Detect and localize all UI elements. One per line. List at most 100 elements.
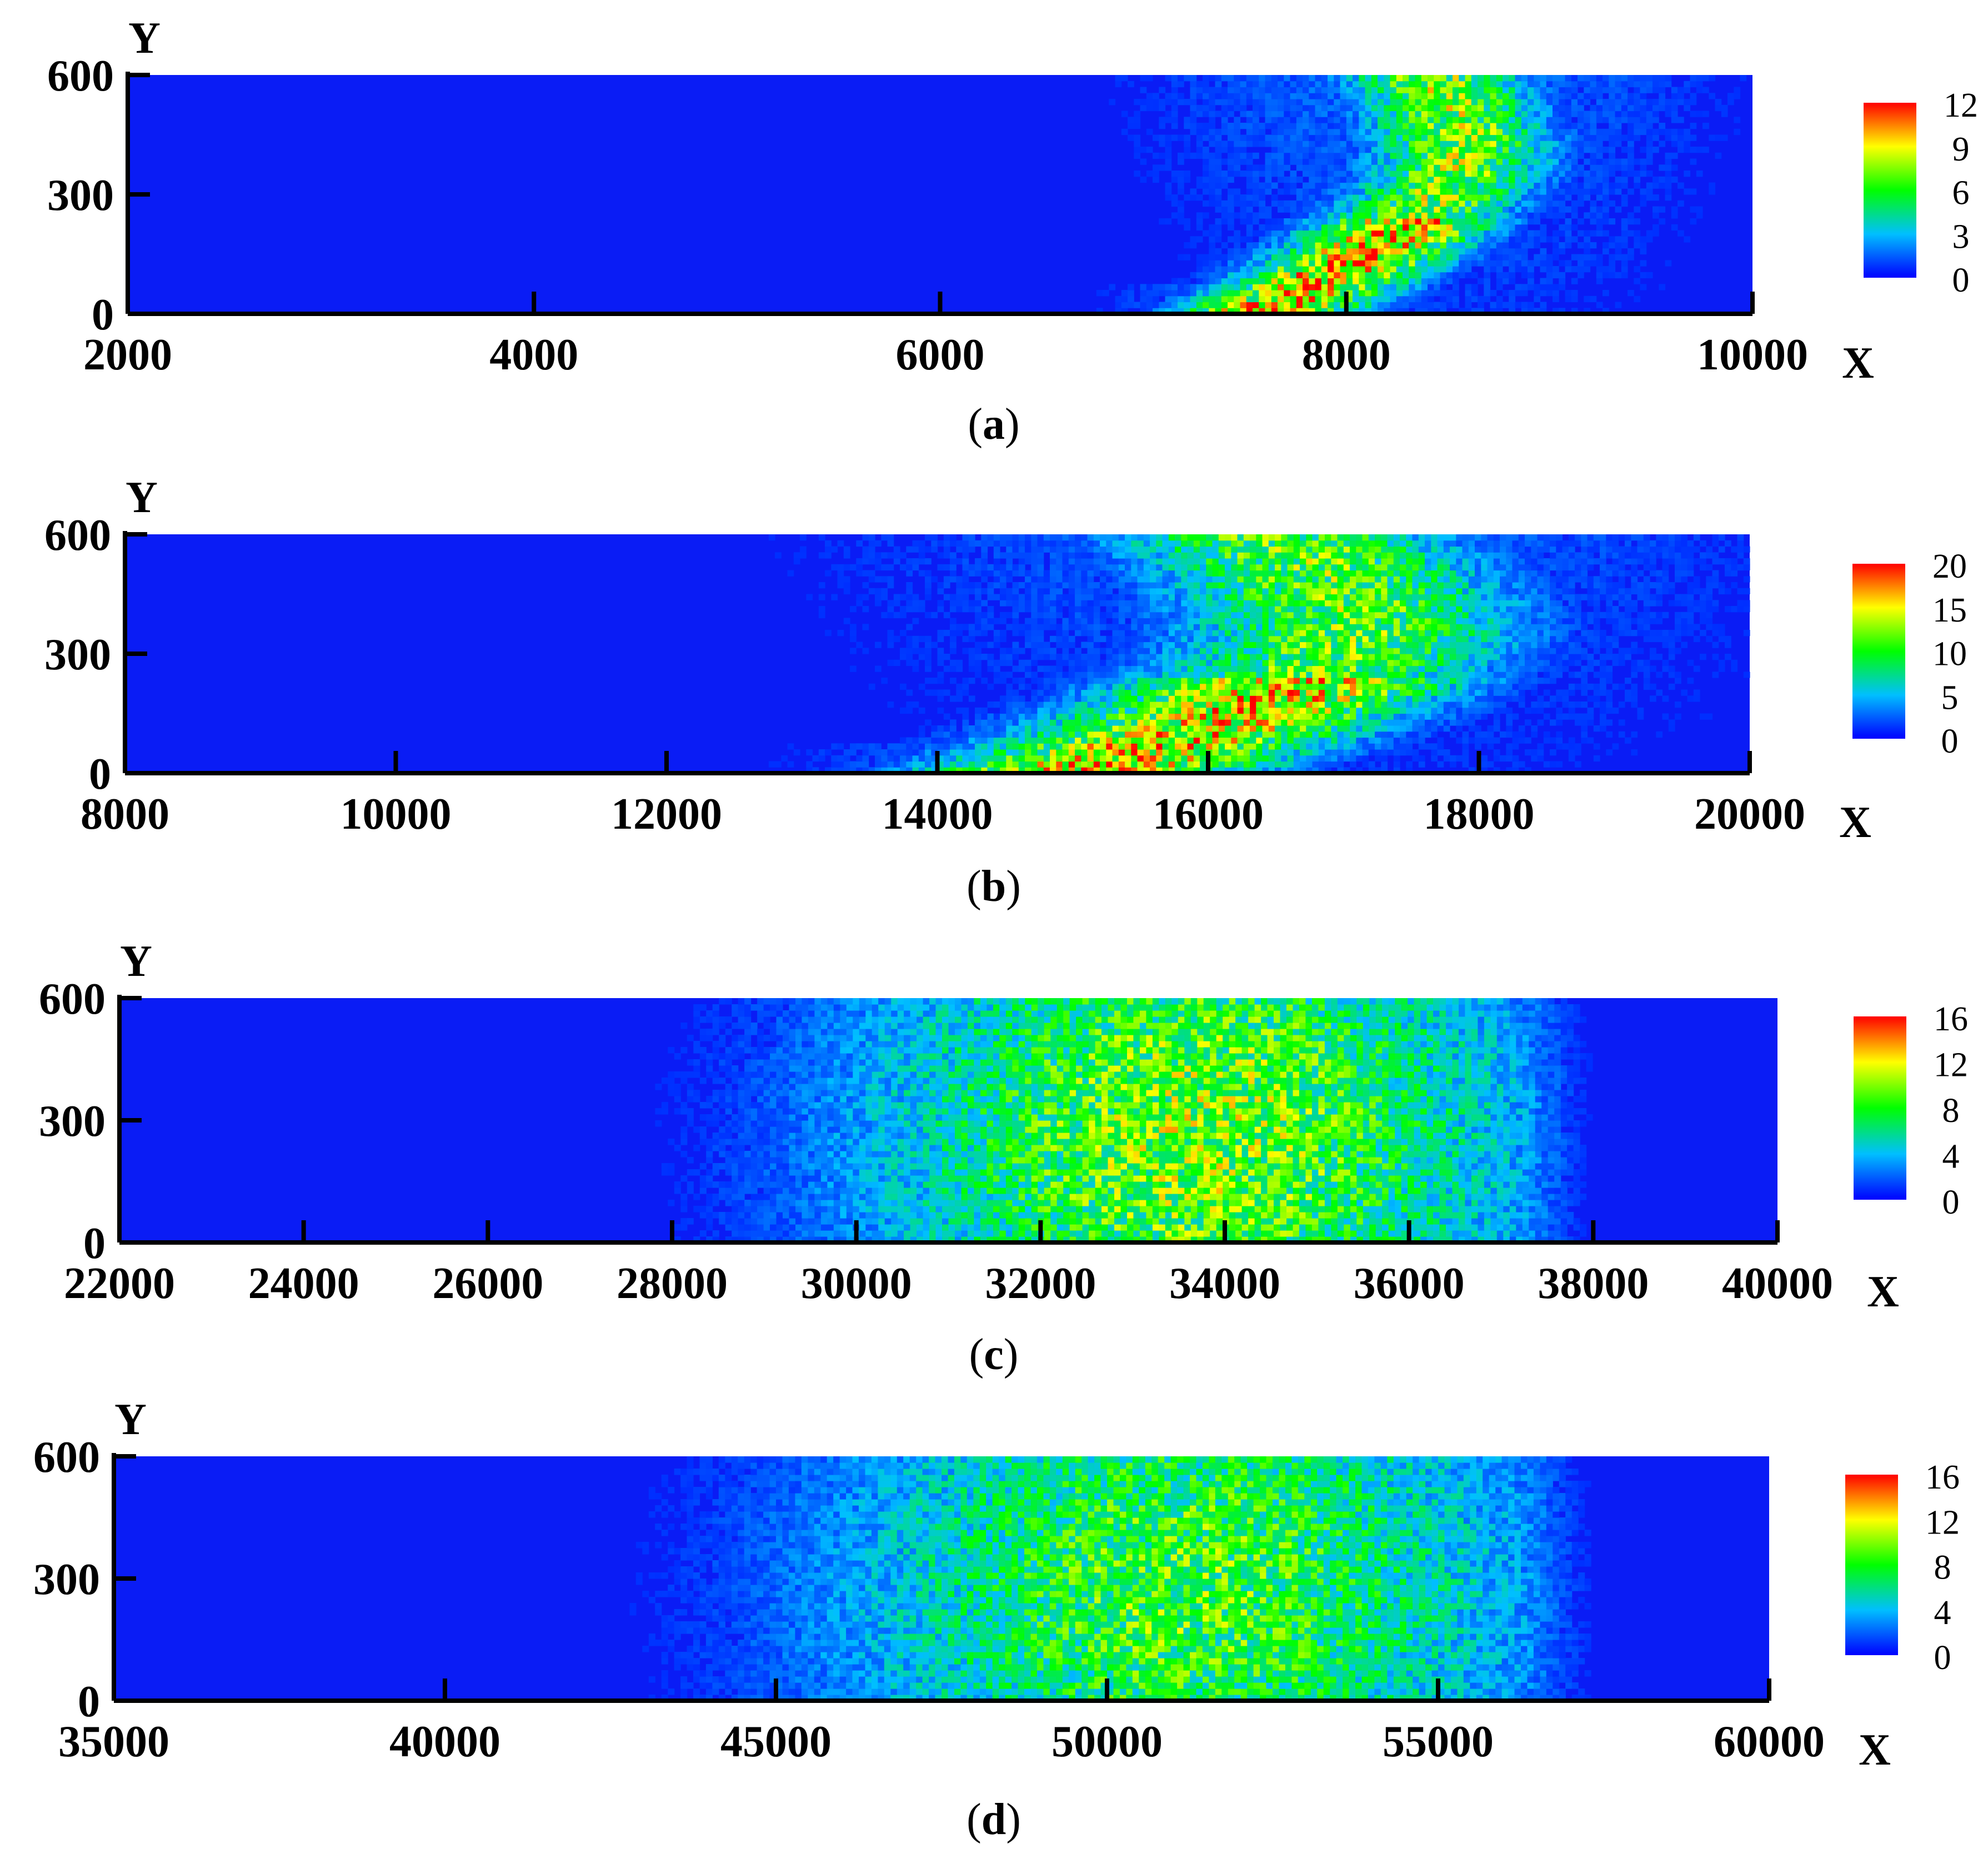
heatmap-cell: [1421, 272, 1428, 279]
heatmap-cell: [937, 672, 944, 678]
heatmap-cell: [1043, 713, 1050, 720]
heatmap-cell: [1175, 695, 1181, 702]
heatmap-cell: [1328, 242, 1334, 249]
heatmap-cell: [1240, 147, 1247, 153]
heatmap-cell: [1628, 147, 1634, 153]
heatmap-cell: [1500, 701, 1506, 708]
heatmap-cell: [1312, 767, 1319, 774]
heatmap-cell: [1318, 654, 1325, 660]
heatmap-cell: [1165, 75, 1172, 82]
heatmap-cell: [1400, 678, 1406, 684]
heatmap-cell: [1068, 678, 1075, 684]
heatmap-cell: [1228, 164, 1234, 171]
heatmap-cell: [1484, 290, 1491, 297]
heatmap-cell: [1531, 672, 1538, 678]
heatmap-cell: [1646, 111, 1653, 117]
heatmap-cell: [1100, 659, 1106, 667]
heatmap-cell: [1284, 295, 1291, 303]
heatmap-cell: [1228, 290, 1234, 297]
heatmap-cell: [1609, 188, 1616, 195]
heatmap-cell: [1321, 278, 1328, 284]
heatmap-cell: [1303, 266, 1309, 273]
heatmap-cell: [1453, 111, 1459, 117]
heatmap-cell: [1453, 141, 1459, 147]
heatmap-cell: [1384, 188, 1391, 195]
heatmap-cell: [1225, 713, 1231, 720]
heatmap-cell: [1190, 284, 1197, 290]
heatmap-cell: [1553, 134, 1559, 141]
heatmap-cell: [1112, 683, 1119, 690]
heatmap-cell: [1296, 104, 1303, 112]
heatmap-cell: [1434, 290, 1441, 297]
heatmap-cell: [1400, 701, 1406, 708]
heatmap-cell: [1265, 152, 1272, 159]
heatmap-cell: [1353, 266, 1359, 273]
heatmap-cell: [1365, 188, 1372, 195]
heatmap-cell: [1415, 284, 1422, 290]
heatmap-cell: [1446, 290, 1453, 297]
heatmap-cell: [1118, 731, 1125, 738]
heatmap-cell: [962, 713, 969, 720]
heatmap-cell: [1437, 749, 1444, 756]
heatmap-cell: [1496, 230, 1503, 237]
heatmap-cell: [1106, 731, 1113, 738]
heatmap-cell: [1353, 147, 1359, 153]
heatmap-cell: [1284, 284, 1291, 290]
heatmap-cell: [1428, 212, 1434, 219]
heatmap-cell: [1165, 117, 1172, 123]
heatmap-cell: [1240, 290, 1247, 297]
heatmap-cell: [1475, 665, 1481, 672]
heatmap-cell: [1450, 719, 1456, 726]
heatmap-cell: [1431, 707, 1438, 714]
heatmap-cell: [1240, 295, 1247, 303]
heatmap-cell: [1056, 713, 1063, 720]
heatmap-cell: [1118, 749, 1125, 756]
heatmap-cell: [1537, 678, 1544, 684]
heatmap-cell: [1653, 117, 1659, 123]
heatmap-cell: [1162, 713, 1169, 720]
heatmap-cell: [1462, 672, 1469, 678]
heatmap-cell: [1453, 93, 1459, 99]
heatmap-cell: [1340, 117, 1347, 123]
heatmap-cell: [1290, 254, 1297, 260]
heatmap-cell: [1337, 654, 1344, 660]
heatmap-cell: [1393, 713, 1400, 720]
heatmap-cell: [1371, 87, 1378, 93]
heatmap-cell: [1687, 695, 1694, 702]
heatmap-cell: [1475, 678, 1481, 684]
heatmap-cell: [1018, 737, 1025, 744]
heatmap-cell: [1531, 701, 1538, 708]
heatmap-cell: [1284, 242, 1291, 249]
heatmap-cell: [1446, 224, 1453, 231]
heatmap-cell: [1484, 242, 1491, 249]
heatmap-cell: [1140, 295, 1147, 303]
heatmap-cell: [1246, 111, 1253, 117]
heatmap-cell: [1640, 104, 1647, 112]
heatmap-cell: [1621, 111, 1628, 117]
heatmap-cell: [1215, 99, 1222, 106]
heatmap-cell: [1378, 164, 1384, 171]
heatmap-cell: [1506, 755, 1513, 762]
heatmap-cell: [1178, 278, 1184, 284]
heatmap-cell: [1321, 194, 1328, 201]
heatmap-cell: [1200, 665, 1206, 672]
heatmap-cell: [1312, 659, 1319, 667]
heatmap-cell: [1628, 230, 1634, 237]
heatmap-cell: [1450, 731, 1456, 738]
heatmap-cell: [1621, 147, 1628, 153]
heatmap-cell: [1653, 134, 1659, 141]
heatmap-cell: [1337, 683, 1344, 690]
heatmap-cell: [1696, 147, 1703, 153]
heatmap-cell: [1671, 164, 1678, 171]
heatmap-cell: [1237, 665, 1244, 672]
heatmap-cell: [1075, 731, 1081, 738]
heatmap-cell: [1606, 672, 1613, 678]
heatmap-cell: [1409, 164, 1416, 171]
heatmap-cell: [1262, 659, 1269, 667]
heatmap-cell: [1503, 128, 1509, 136]
heatmap-cell: [1234, 278, 1241, 284]
heatmap-cell: [1187, 672, 1194, 678]
heatmap-cell: [1496, 141, 1503, 147]
heatmap-cell: [1271, 104, 1278, 112]
heatmap-cell: [1565, 128, 1572, 136]
